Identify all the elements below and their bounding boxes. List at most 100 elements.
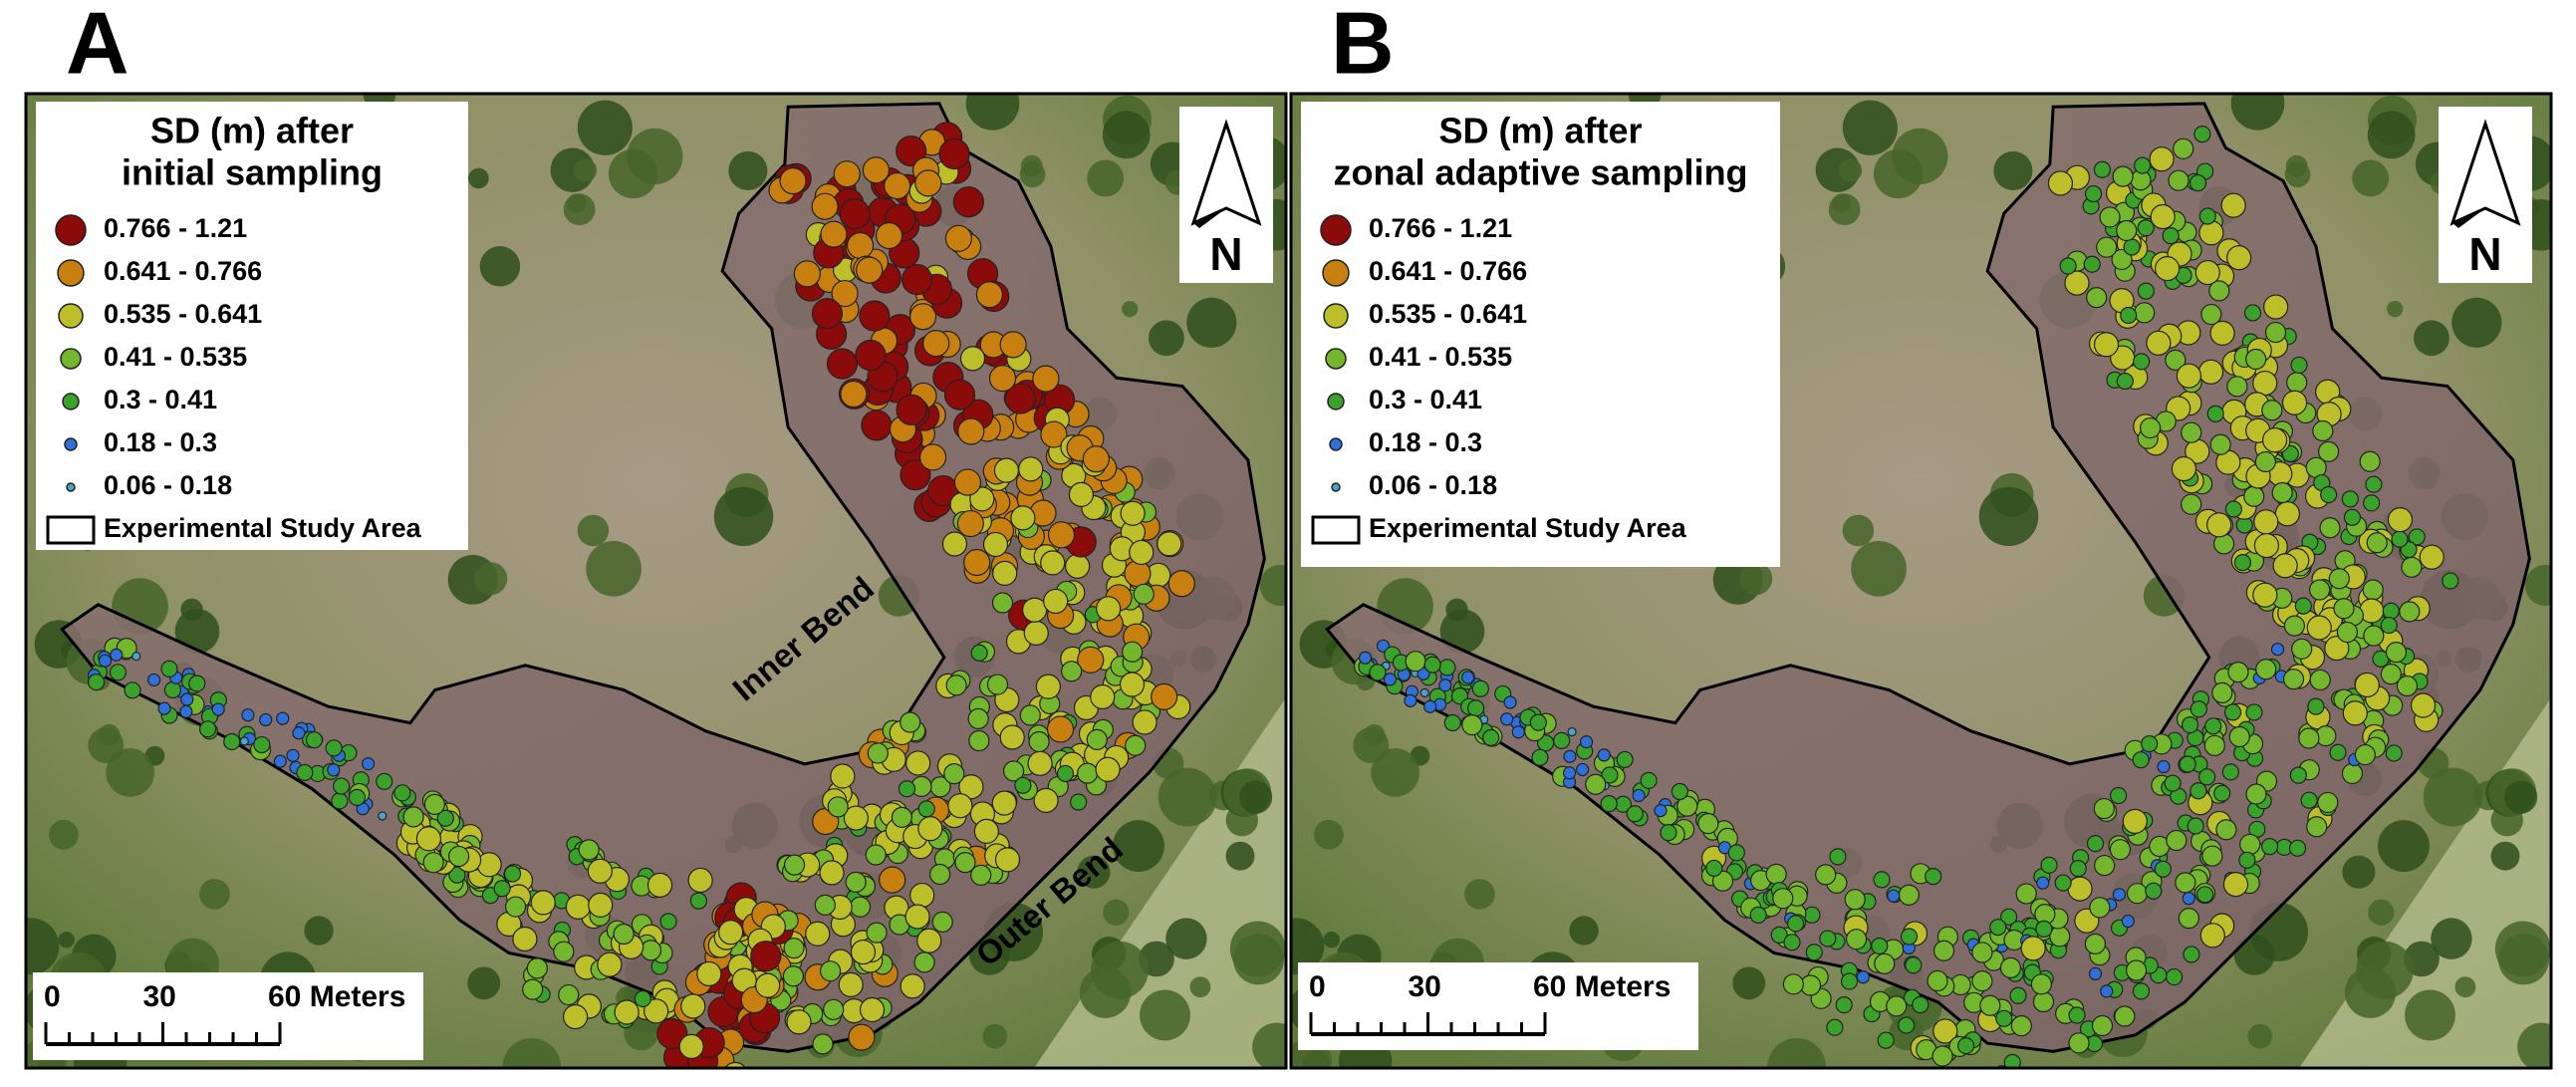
sample-point	[241, 708, 255, 722]
sample-point	[2134, 302, 2156, 324]
sample-point	[2239, 833, 2261, 856]
legend-label: Experimental Study Area	[104, 513, 422, 543]
tree	[2524, 564, 2551, 607]
tree	[567, 193, 587, 213]
sample-point	[2112, 888, 2127, 902]
sample-point	[2109, 839, 2132, 861]
sample-point	[1835, 995, 1853, 1014]
sample-point	[931, 911, 953, 933]
sample-point	[970, 864, 992, 886]
sample-point	[476, 852, 502, 878]
sample-point	[967, 707, 989, 730]
legend-box	[1301, 102, 1780, 567]
sample-point	[239, 736, 249, 746]
sample-point	[2209, 320, 2235, 346]
sample-point	[1120, 500, 1146, 526]
legend-title: SD (m) after	[1438, 111, 1642, 151]
sample-point	[2198, 207, 2216, 225]
sample-point	[253, 735, 271, 754]
sample-point	[783, 938, 805, 959]
sample-point	[2083, 255, 2101, 273]
legend-symbol	[1323, 303, 1349, 329]
legend-label: 0.535 - 0.641	[104, 299, 262, 329]
sample-point	[2354, 672, 2380, 698]
sample-point	[333, 777, 351, 795]
sample-point	[180, 692, 194, 706]
sample-point	[1500, 712, 1514, 726]
sample-point	[969, 486, 995, 512]
sample-point	[2093, 160, 2111, 178]
sample-point	[2093, 332, 2120, 358]
sample-point	[1676, 795, 1698, 817]
tree	[304, 916, 334, 946]
sample-point	[1423, 656, 1441, 674]
tree	[1464, 879, 1495, 910]
sample-point	[862, 156, 891, 184]
sample-point	[1014, 776, 1032, 794]
sample-point	[1358, 651, 1373, 665]
sample-point	[2132, 751, 2150, 769]
sample-point	[2190, 782, 2207, 800]
sample-point	[991, 790, 1017, 816]
sample-point	[259, 712, 273, 727]
sample-point	[2015, 883, 2037, 905]
sample-point	[999, 331, 1027, 359]
sample-point	[687, 867, 713, 894]
sample-point	[1803, 906, 1821, 924]
sample-point	[2201, 845, 2223, 867]
sample-point	[2181, 421, 2202, 443]
sample-point	[2069, 860, 2087, 878]
tree	[1732, 966, 1766, 1000]
sample-point	[2137, 219, 2155, 237]
sample-point	[1563, 749, 1577, 763]
sample-point	[2253, 509, 2279, 535]
sample-point	[2120, 306, 2138, 325]
sample-point	[188, 675, 206, 692]
sample-point	[530, 890, 556, 916]
sample-point	[1077, 646, 1105, 674]
sample-point	[503, 865, 522, 883]
sample-point	[2319, 517, 2341, 539]
scale-label: 60 Meters	[268, 980, 405, 1013]
tree	[1767, 1037, 1827, 1068]
sample-point	[2380, 664, 2402, 685]
sample-point	[2178, 907, 2199, 930]
sample-point	[999, 724, 1025, 750]
sample-point	[110, 648, 124, 662]
sample-point	[2226, 245, 2252, 271]
sample-point	[2054, 874, 2072, 892]
panel-label: A	[66, 0, 129, 92]
tree	[2284, 161, 2311, 188]
sample-point	[902, 264, 933, 296]
sample-point	[2121, 914, 2135, 929]
sample-point	[2324, 635, 2350, 662]
tree	[106, 748, 154, 797]
sample-point	[2442, 572, 2459, 590]
sample-point	[2252, 582, 2278, 608]
sample-point	[2264, 321, 2287, 344]
sample-point	[2283, 615, 2306, 637]
sample-point	[286, 748, 300, 762]
legend-symbol	[1325, 348, 1347, 370]
sample-point	[859, 300, 891, 332]
legend-symbol	[60, 348, 82, 370]
panel-label: B	[1331, 0, 1395, 92]
sample-point	[2261, 427, 2288, 453]
sample-point	[2206, 512, 2232, 538]
sample-point	[640, 940, 662, 961]
sample-point	[1640, 771, 1658, 789]
sample-point	[2155, 256, 2181, 282]
sample-point	[2175, 872, 2196, 894]
sample-point	[2221, 763, 2239, 781]
sample-point	[1125, 734, 1147, 756]
sample-point	[947, 793, 973, 819]
sample-point	[2086, 835, 2105, 853]
sample-point	[958, 774, 984, 800]
sample-point	[2114, 1005, 2136, 1027]
north-label: N	[2468, 228, 2501, 280]
sample-point	[1826, 1018, 1844, 1036]
sample-point	[1873, 871, 1891, 889]
scale-label: 0	[44, 980, 61, 1013]
sample-point	[2171, 455, 2196, 482]
